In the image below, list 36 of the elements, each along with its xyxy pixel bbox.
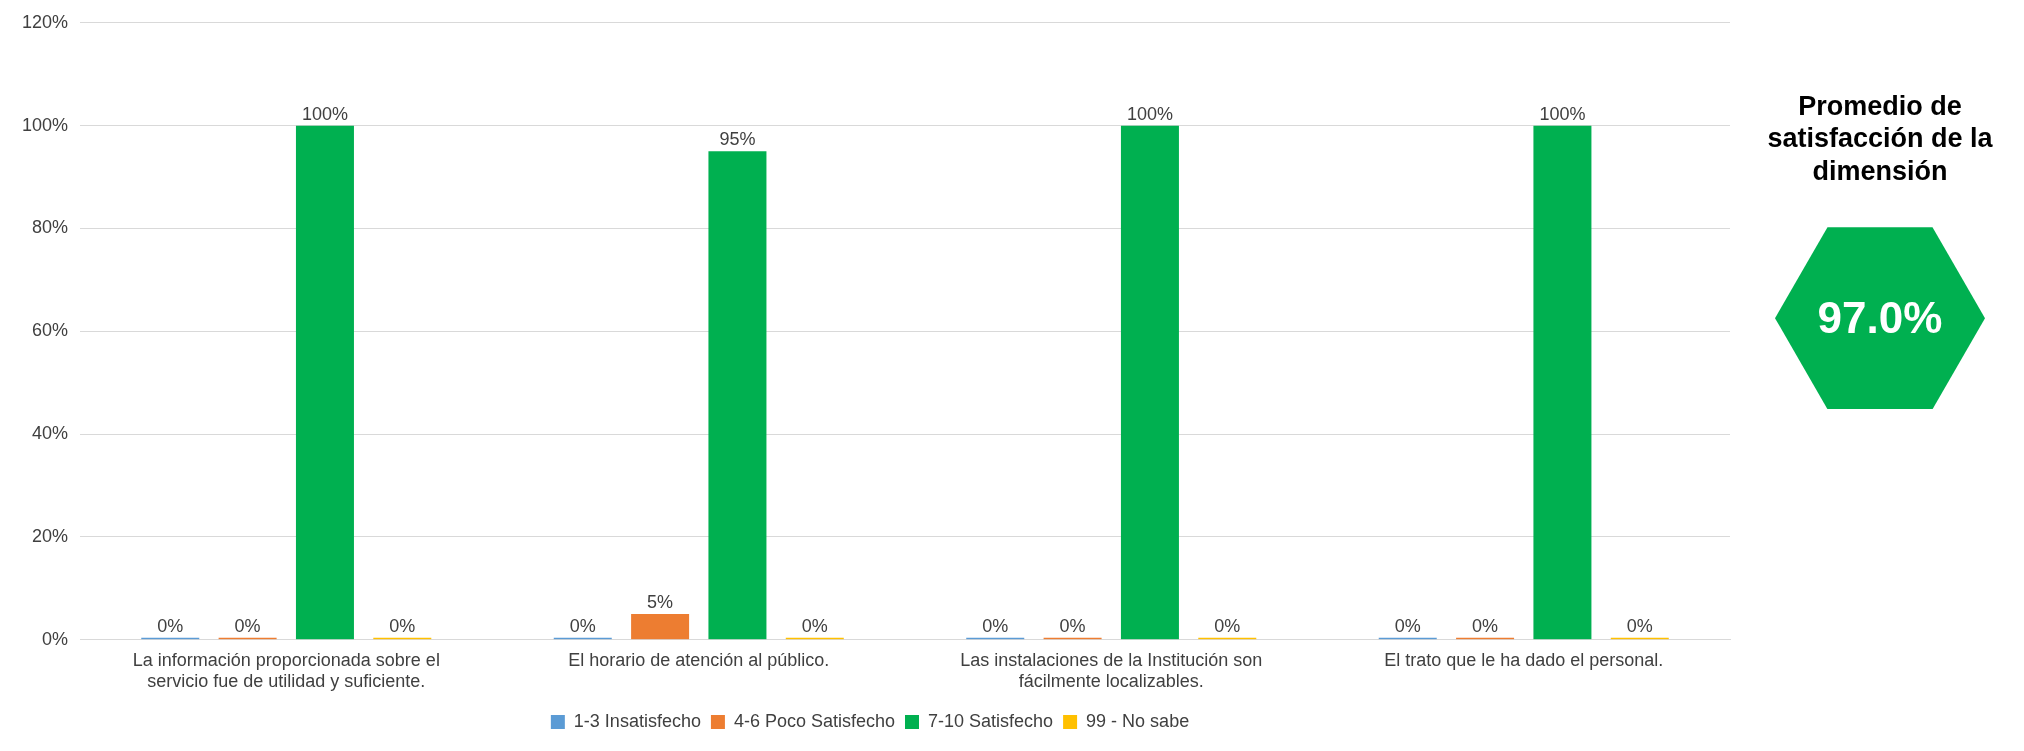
bar	[1533, 125, 1592, 640]
legend-label: 7-10 Satisfecho	[928, 710, 1054, 731]
data-label: 0%	[1626, 615, 1653, 636]
data-label: 0%	[1214, 615, 1241, 636]
y-tick-label: 40%	[32, 423, 69, 444]
y-tick-label: 60%	[32, 320, 69, 341]
data-label: 0%	[1394, 615, 1421, 636]
x-tick-label: El horario de atención al público.	[568, 649, 830, 670]
data-label: 0%	[389, 615, 416, 636]
y-tick-label: 20%	[32, 525, 69, 546]
x-tick-label: Las instalaciones de la Institución son fácilmente localizables.	[960, 649, 1263, 692]
bar	[295, 125, 354, 640]
data-label: 100%	[1126, 103, 1173, 124]
y-tick-label: 100%	[21, 114, 69, 135]
data-label: 100%	[1539, 103, 1586, 124]
x-tick-label: El trato que le ha dado el personal.	[1384, 649, 1664, 670]
data-label: 5%	[647, 592, 674, 613]
y-tick-label: 80%	[32, 217, 69, 238]
data-label: 100%	[301, 103, 348, 124]
legend-label: 99 - No sabe	[1086, 710, 1190, 731]
bar	[1120, 125, 1179, 640]
bar	[708, 151, 767, 640]
x-tick-label: La información proporcionada sobre el servicio fue de utilidad y suficiente.	[132, 649, 440, 692]
data-label: 95%	[719, 129, 756, 150]
data-label: 0%	[234, 615, 261, 636]
data-label: 0%	[157, 615, 184, 636]
y-tick-label: 0%	[42, 628, 69, 649]
data-label: 0%	[801, 615, 828, 636]
data-label: 0%	[1472, 615, 1499, 636]
y-tick-label: 120%	[21, 11, 69, 32]
data-label: 0%	[569, 615, 596, 636]
text: Promedio de satisfacción de la dimensión	[1766, 90, 1994, 188]
legend-label: 4-6 Poco Satisfecho	[733, 710, 896, 731]
data-label: 0%	[982, 615, 1009, 636]
legend-label: 1-3 Insatisfecho	[573, 710, 701, 731]
data-label: 0%	[1059, 615, 1086, 636]
